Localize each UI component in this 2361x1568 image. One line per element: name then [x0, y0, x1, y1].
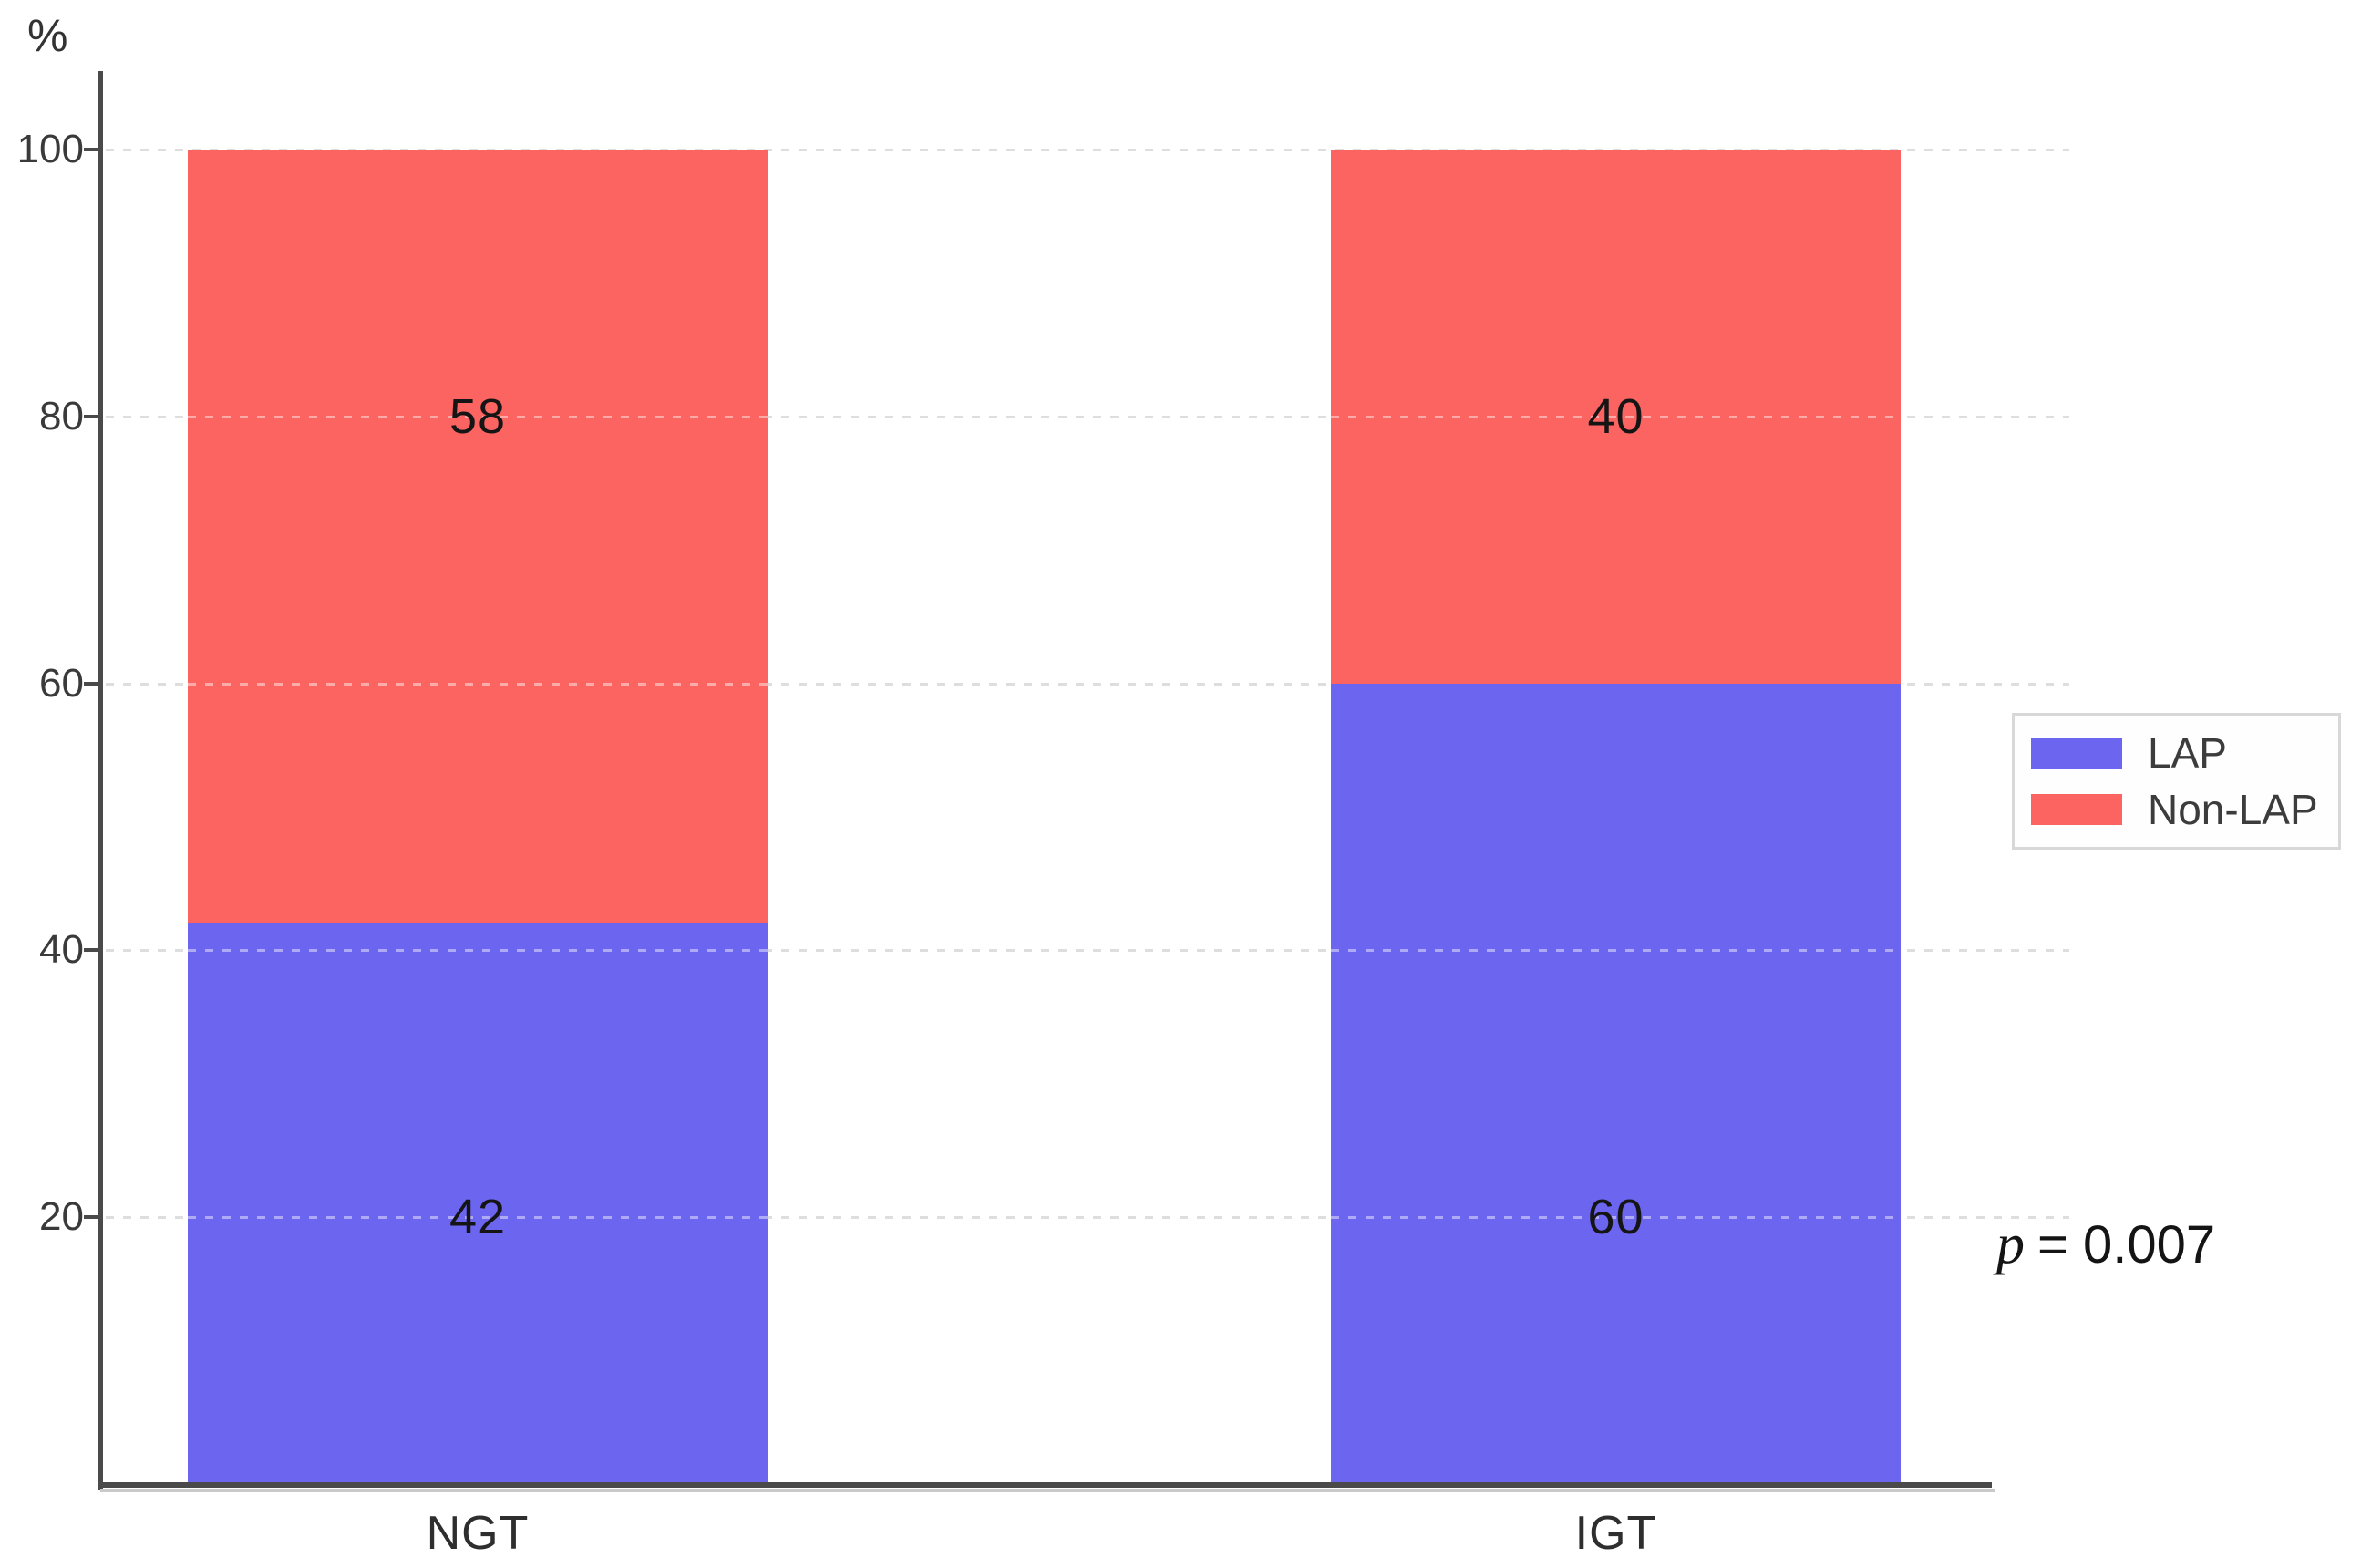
bar-gridline-overlay — [1331, 1216, 1901, 1220]
legend: LAP Non-LAP — [2012, 713, 2341, 850]
bar-gridline-overlay — [188, 949, 768, 953]
x-axis-shadow-line — [100, 1489, 1995, 1492]
y-tick-label-20: 20 — [39, 1194, 84, 1240]
bar-value-label-non-lap-igt: 40 — [1587, 388, 1644, 444]
bar-gridline-overlay — [188, 682, 768, 686]
gridline-100 — [106, 149, 2069, 151]
bar-value-label-lap-ngt: 42 — [448, 1190, 507, 1245]
y-tick-mark-80 — [84, 414, 102, 418]
y-tick-label-40: 40 — [39, 927, 84, 973]
y-tick-mark-100 — [84, 148, 102, 151]
y-axis-unit-label: % — [27, 10, 68, 61]
bar-segment-lap-igt — [1331, 683, 1901, 1484]
bar-value-label-non-lap-ngt: 58 — [448, 388, 507, 444]
gridline-20 — [106, 1216, 2069, 1220]
legend-label-lap: LAP — [2148, 729, 2227, 777]
legend-label-non-lap: Non-LAP — [2148, 786, 2318, 833]
bar-value-label-lap-igt: 60 — [1587, 1190, 1644, 1245]
y-tick-label-100: 100 — [16, 127, 84, 171]
non-lap-color-swatch — [2031, 794, 2122, 825]
p-value-annotation: p = 0.007 — [1996, 1212, 2215, 1277]
y-tick-mark-40 — [84, 948, 102, 953]
bar-gridline-overlay — [188, 415, 768, 418]
gridline-80 — [106, 415, 2069, 418]
bar-segment-non-lap-igt — [1331, 150, 1901, 684]
y-tick-mark-60 — [84, 681, 102, 686]
p-symbol: p — [1996, 1213, 2025, 1275]
bar-gridline-overlay — [1331, 949, 1901, 953]
y-tick-label-60: 60 — [39, 660, 84, 706]
gridline-40 — [106, 949, 2069, 953]
x-axis-line — [98, 1482, 1992, 1488]
x-tick-label-ngt: NGT — [426, 1507, 530, 1560]
y-axis-line — [98, 71, 103, 1490]
lap-color-swatch — [2031, 738, 2122, 769]
legend-item-non-lap: Non-LAP — [2031, 785, 2338, 834]
x-tick-label-igt: IGT — [1574, 1507, 1657, 1560]
bar-gridline-overlay — [1331, 415, 1901, 418]
bar-segment-lap-ngt — [188, 923, 768, 1484]
p-value-text: = 0.007 — [2037, 1215, 2216, 1274]
gridline-60 — [106, 682, 2069, 686]
bar-gridline-overlay — [188, 1216, 768, 1220]
bar-segment-non-lap-ngt — [188, 150, 768, 924]
legend-item-lap: LAP — [2031, 728, 2338, 778]
y-tick-label-80: 80 — [39, 393, 84, 438]
y-tick-mark-20 — [84, 1215, 102, 1220]
